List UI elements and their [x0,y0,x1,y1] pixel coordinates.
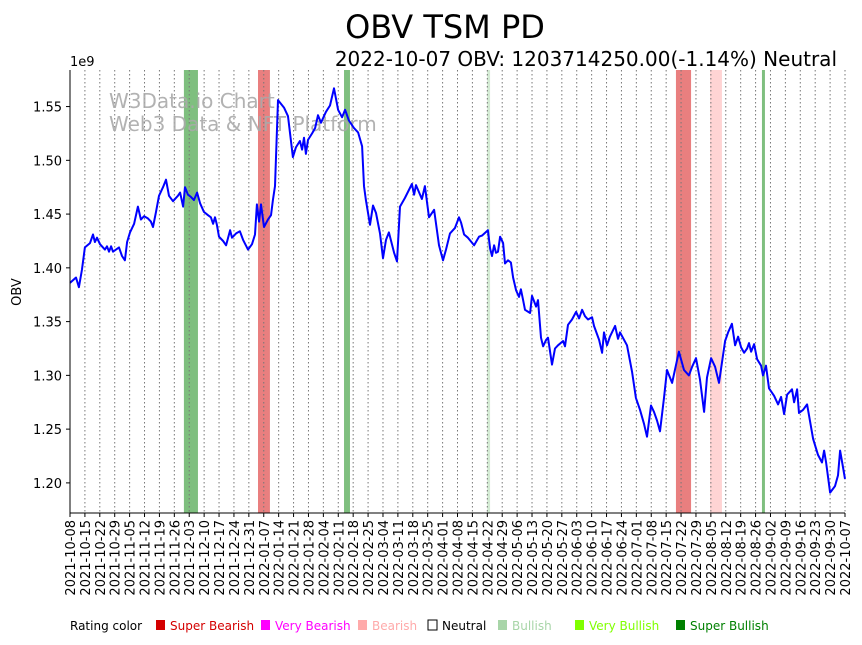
x-tick-label: 2022-08-05 [705,520,720,596]
x-tick-label: 2021-11-05 [124,520,139,596]
x-tick-label: 2021-11-19 [153,520,168,596]
x-tick-label: 2022-06-17 [601,520,616,596]
legend-item-label: Super Bearish [170,619,254,633]
x-tick-label: 2022-03-25 [422,520,437,596]
x-tick-label: 2022-03-18 [407,520,422,596]
y-tick-label: 1.55 [33,101,62,116]
x-tick-label: 2022-09-23 [809,520,824,596]
watermark-line-2: Web3 Data & NFT Platform [109,112,377,136]
legend-item-label: Bullish [512,619,552,633]
x-tick-label: 2022-05-27 [556,520,571,596]
x-tick-label: 2022-06-03 [571,520,586,596]
x-tick-label: 2022-07-01 [630,520,645,596]
legend-item-label: Very Bullish [589,619,659,633]
x-tick-label: 2022-08-26 [750,520,765,596]
x-tick-labels: 2021-10-08 2021-10-15 2021-10-22 2021-10-29… [64,520,854,596]
rating-band [183,70,198,513]
x-tick-label: 2022-09-02 [764,520,779,596]
axes [66,70,846,517]
x-tick-label: 2022-07-22 [675,520,690,596]
x-tick-label: 2022-10-07 [839,520,854,596]
chart-title: OBV TSM PD [345,8,545,46]
obv-line [69,87,846,494]
y-tick-label: 1.30 [33,369,62,384]
watermark: W3Data.io Chart Web3 Data & NFT Platform [109,89,377,136]
x-tick-label: 2022-07-15 [660,520,675,596]
legend-swatch [498,620,507,630]
grid-lines [69,70,846,513]
x-tick-label: 2022-06-10 [586,520,601,596]
x-tick-label: 2022-08-12 [720,520,735,596]
x-tick-label: 2022-09-09 [779,520,794,596]
x-tick-label: 2022-02-11 [332,520,347,596]
x-tick-label: 2022-04-15 [466,520,481,596]
x-tick-label: 2022-09-16 [794,520,809,596]
watermark-line-1: W3Data.io Chart [109,89,275,113]
legend-swatch [427,619,438,631]
rating-band [710,70,722,513]
rating-band [344,70,350,513]
legend-swatch [575,620,584,630]
y-tick-label: 1.45 [33,208,62,223]
y-multiplier-label: 1e9 [70,55,95,70]
x-tick-label: 2022-04-22 [481,520,496,596]
chart-subtitle: 2022-10-07 OBV: 1203714250.00(-1.14%) Ne… [335,47,837,71]
x-tick-label: 2022-02-25 [362,520,377,596]
rating-band [761,70,765,513]
x-tick-label: 2022-08-19 [735,520,750,596]
legend-swatch [676,620,685,630]
x-tick-label: 2022-05-20 [541,520,556,596]
x-tick-label: 2021-12-31 [243,520,258,596]
x-tick-label: 2022-04-29 [496,520,511,596]
x-tick-label: 2022-03-04 [377,520,392,596]
x-tick-label: 2022-04-01 [437,520,452,596]
x-tick-label: 2022-02-04 [317,520,332,596]
x-tick-label: 2021-12-10 [198,520,213,596]
x-tick-label: 2022-06-24 [615,520,630,596]
x-tick-label: 2021-10-22 [94,520,109,596]
x-tick-label: 2021-10-29 [109,520,124,596]
x-tick-label: 2021-10-08 [64,520,79,596]
legend: Rating color Super Bearish Very Bearish Bea… [70,619,769,633]
x-tick-label: 2021-12-03 [183,520,198,596]
rating-band [675,70,692,513]
y-axis-label: OBV [10,278,25,306]
y-tick-label: 1.25 [33,423,62,438]
x-tick-label: 2022-07-29 [690,520,705,596]
x-tick-label: 2021-11-26 [168,520,183,596]
y-tick-label: 1.35 [33,316,62,331]
x-tick-label: 2022-01-07 [258,520,273,596]
legend-item-label: Super Bullish [690,619,769,633]
y-tick-labels: 1.20 1.25 1.30 1.35 1.40 1.45 1.50 1.55 [33,101,62,492]
x-tick-label: 2022-04-08 [452,520,467,596]
x-tick-label: 2022-09-30 [824,520,839,596]
x-tick-label: 2022-05-06 [511,520,526,596]
x-tick-label: 2022-02-18 [347,520,362,596]
x-tick-label: 2022-05-13 [526,520,541,596]
series-line [69,87,846,494]
x-tick-label: 2022-01-14 [273,520,288,596]
legend-swatch [156,620,165,630]
legend-item-label: Very Bearish [275,619,351,633]
y-tick-label: 1.20 [33,477,62,492]
legend-swatch [261,620,270,630]
x-tick-label: 2021-12-17 [213,520,228,596]
legend-title: Rating color [70,619,142,633]
x-tick-label: 2022-01-28 [302,520,317,596]
y-tick-label: 1.50 [33,154,62,169]
x-tick-label: 2021-12-24 [228,520,243,596]
x-tick-label: 2021-10-15 [79,520,94,596]
legend-item-label: Bearish [372,619,417,633]
rating-band [487,70,491,513]
x-tick-label: 2022-01-21 [288,520,303,596]
x-tick-label: 2022-07-08 [645,520,660,596]
rating-bands [183,70,765,513]
y-tick-label: 1.40 [33,262,62,277]
legend-item-label: Neutral [442,619,486,633]
x-tick-label: 2022-03-11 [392,520,407,596]
legend-swatch [358,620,367,630]
x-tick-label: 2021-11-12 [139,520,154,596]
